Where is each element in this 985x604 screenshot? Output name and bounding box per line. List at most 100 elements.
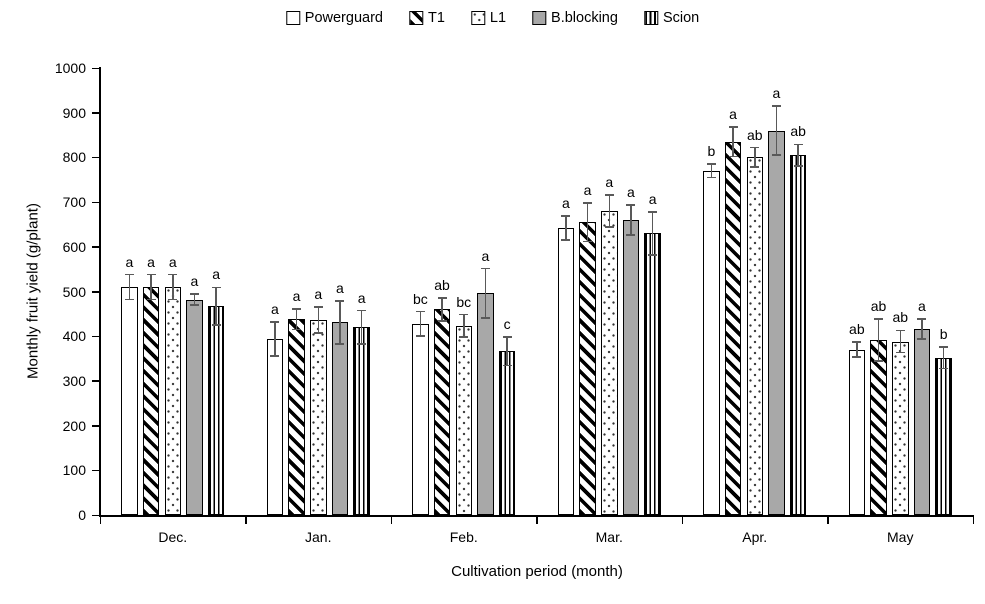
error-bar xyxy=(586,202,589,242)
bar-scion-feb xyxy=(498,351,516,515)
error-bar-cap-bottom xyxy=(561,239,571,241)
error-bar-cap-bottom xyxy=(357,343,367,345)
error-bar-cap-top xyxy=(189,293,199,295)
significance-letter: bc xyxy=(412,290,428,307)
y-tick-label: 200 xyxy=(62,417,86,434)
y-tick-mark xyxy=(92,380,100,382)
x-tick-mark xyxy=(245,517,247,524)
x-category-label: Mar. xyxy=(595,529,623,545)
error-bar-cap-bottom xyxy=(852,356,862,358)
bar-scion-apr xyxy=(789,155,807,515)
error-bar-cap-top xyxy=(168,273,178,276)
significance-letter: a xyxy=(481,247,490,264)
error-bar xyxy=(150,274,152,300)
bar-l1-apr xyxy=(746,157,763,515)
error-bar-cap-top xyxy=(626,204,636,206)
y-tick-label: 800 xyxy=(62,149,86,166)
error-bar-cap-bottom xyxy=(211,324,221,326)
bar-l1-feb xyxy=(455,325,472,515)
bar-powerguard-jan xyxy=(266,338,284,515)
error-bar xyxy=(877,318,880,361)
error-bar xyxy=(360,310,363,344)
error-bar-cap-bottom xyxy=(626,234,636,236)
significance-letter: ab xyxy=(434,276,450,293)
significance-letter: ab xyxy=(870,297,887,314)
error-bar-cap-top xyxy=(750,146,760,149)
error-bar-cap-bottom xyxy=(292,328,302,331)
legend-label: T1 xyxy=(427,10,445,26)
error-bar-cap-bottom xyxy=(728,155,738,158)
bar-t1-feb xyxy=(433,309,451,515)
error-bar-cap-bottom xyxy=(459,336,469,338)
significance-letter: a xyxy=(627,183,635,200)
error-bar xyxy=(295,308,298,330)
bar-b-blocking-jan xyxy=(331,322,349,515)
error-bar-cap-top xyxy=(939,346,949,348)
significance-letter: ab xyxy=(849,321,865,337)
significance-letter: a xyxy=(561,194,570,211)
chart-legend: Powerguard T1 L1 B.blocking Scion xyxy=(285,10,699,26)
error-bar-cap-bottom xyxy=(750,166,760,168)
significance-letter: a xyxy=(212,266,221,283)
bar-scion-jan xyxy=(353,327,370,515)
significance-letter: c xyxy=(503,316,511,333)
error-bar-cap-bottom xyxy=(270,355,280,357)
error-bar xyxy=(274,321,276,356)
error-bar-cap-top xyxy=(648,211,658,213)
x-tick-mark xyxy=(681,517,683,524)
error-bar-cap-top xyxy=(561,215,571,217)
y-tick-label: 900 xyxy=(62,104,86,121)
error-bar-cap-bottom xyxy=(124,298,134,301)
y-tick-mark xyxy=(92,425,100,427)
bar-scion-mar xyxy=(644,233,661,515)
error-bar-cap-top xyxy=(852,341,862,343)
x-axis-line xyxy=(99,515,974,517)
significance-letter: a xyxy=(190,273,199,290)
x-category-label: May xyxy=(887,529,914,545)
error-bar-cap-top xyxy=(357,309,367,312)
y-tick-mark xyxy=(92,156,100,159)
error-bar-cap-top xyxy=(270,321,280,323)
error-bar xyxy=(565,215,567,241)
error-bar-cap-top xyxy=(124,273,134,276)
error-bar xyxy=(775,105,778,156)
legend-item-l1: L1 xyxy=(470,10,506,26)
error-bar-cap-bottom xyxy=(648,254,658,256)
error-bar-cap-top xyxy=(793,143,803,146)
error-bar-cap-top xyxy=(415,310,425,313)
x-axis-title: Cultivation period (month) xyxy=(451,563,623,580)
x-tick-mark xyxy=(827,517,829,524)
error-bar xyxy=(710,164,713,178)
bar-t1-dec xyxy=(142,287,160,515)
bar-b-blocking-dec xyxy=(186,299,203,515)
x-category-label: Feb. xyxy=(449,529,478,545)
error-bar-cap-top xyxy=(728,126,738,128)
error-bar xyxy=(630,204,632,236)
significance-letter: a xyxy=(918,298,926,315)
significance-letter: a xyxy=(772,84,781,101)
bar-b-blocking-mar xyxy=(622,219,640,515)
y-tick-label: 1000 xyxy=(54,60,86,76)
error-bar xyxy=(856,342,858,358)
error-bar-cap-top xyxy=(292,308,302,310)
error-bar-cap-bottom xyxy=(335,343,345,345)
bar-t1-may xyxy=(870,339,887,515)
y-tick-mark xyxy=(92,514,100,516)
error-bar xyxy=(317,307,319,334)
error-bar xyxy=(651,211,654,255)
significance-letter: a xyxy=(648,190,657,207)
error-bar-cap-top xyxy=(895,329,905,332)
y-tick-label: 100 xyxy=(62,462,86,479)
error-bar-cap-top xyxy=(480,267,490,270)
significance-letter: a xyxy=(357,289,366,306)
x-tick-mark xyxy=(536,517,538,524)
significance-letter: a xyxy=(314,286,323,303)
legend-item-t1: T1 xyxy=(408,10,445,26)
bar-l1-mar xyxy=(601,211,618,515)
significance-letter: b xyxy=(707,143,716,160)
error-bar-cap-bottom xyxy=(793,165,803,167)
significance-letter: a xyxy=(292,287,301,304)
x-tick-mark xyxy=(99,517,101,524)
error-bar-cap-bottom xyxy=(168,298,178,301)
y-tick-label: 0 xyxy=(78,507,86,523)
